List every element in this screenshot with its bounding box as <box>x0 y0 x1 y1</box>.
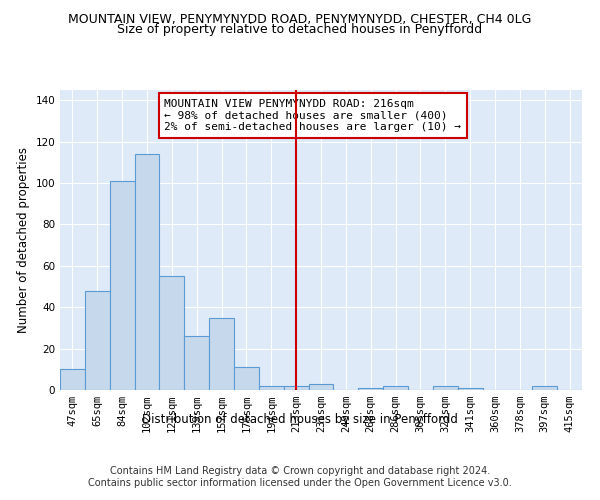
Bar <box>284 386 308 390</box>
Bar <box>308 384 334 390</box>
Bar <box>60 370 85 390</box>
Text: Contains HM Land Registry data © Crown copyright and database right 2024.
Contai: Contains HM Land Registry data © Crown c… <box>88 466 512 487</box>
Text: MOUNTAIN VIEW PENYMYNYDD ROAD: 216sqm
← 98% of detached houses are smaller (400): MOUNTAIN VIEW PENYMYNYDD ROAD: 216sqm ← … <box>164 99 461 132</box>
Bar <box>160 276 184 390</box>
Bar <box>458 388 482 390</box>
Text: Distribution of detached houses by size in Penyffordd: Distribution of detached houses by size … <box>142 412 458 426</box>
Bar <box>358 388 383 390</box>
Bar <box>383 386 408 390</box>
Bar <box>85 290 110 390</box>
Bar <box>532 386 557 390</box>
Bar <box>433 386 458 390</box>
Bar <box>209 318 234 390</box>
Bar <box>234 367 259 390</box>
Bar <box>134 154 160 390</box>
Text: MOUNTAIN VIEW, PENYMYNYDD ROAD, PENYMYNYDD, CHESTER, CH4 0LG: MOUNTAIN VIEW, PENYMYNYDD ROAD, PENYMYNY… <box>68 12 532 26</box>
Bar <box>184 336 209 390</box>
Y-axis label: Number of detached properties: Number of detached properties <box>17 147 30 333</box>
Text: Size of property relative to detached houses in Penyffordd: Size of property relative to detached ho… <box>118 24 482 36</box>
Bar <box>259 386 284 390</box>
Bar <box>110 181 134 390</box>
